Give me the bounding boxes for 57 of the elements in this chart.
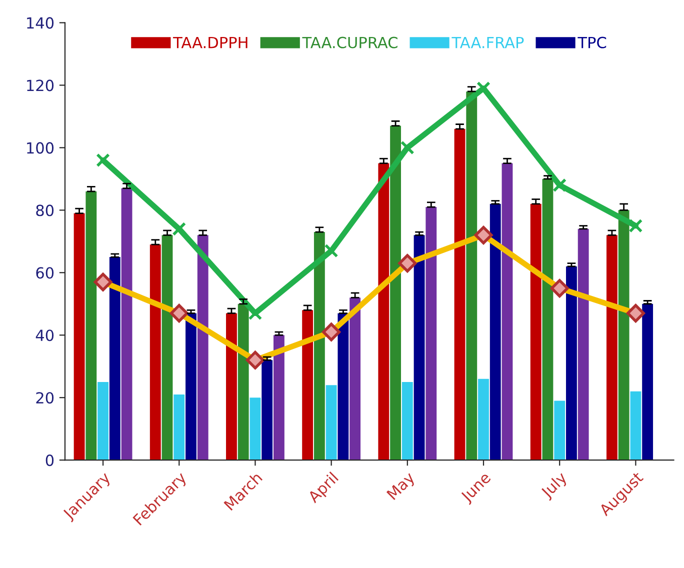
bar xyxy=(414,235,425,460)
bar xyxy=(274,335,284,460)
bar xyxy=(74,213,85,460)
y-tick-label: 0 xyxy=(46,454,54,466)
bar xyxy=(162,235,173,460)
point xyxy=(628,218,643,233)
bar xyxy=(478,378,489,460)
bar xyxy=(566,266,577,460)
point xyxy=(552,178,567,192)
legend-label: TPC xyxy=(578,36,606,48)
y-tick-label: 80 xyxy=(36,204,54,216)
bar xyxy=(542,178,554,460)
legend-label: TAA.DPPH xyxy=(173,36,248,48)
bar xyxy=(554,400,566,460)
bar xyxy=(390,126,401,460)
bar xyxy=(197,235,208,460)
bar xyxy=(502,163,513,460)
bar xyxy=(150,244,161,460)
bar xyxy=(350,298,361,460)
bar xyxy=(86,191,97,460)
bar xyxy=(530,204,542,460)
point xyxy=(324,244,338,258)
bar xyxy=(578,228,589,460)
bar xyxy=(426,207,437,460)
bar xyxy=(402,382,413,460)
legend-label: TAA.FRAP xyxy=(452,36,524,48)
bar xyxy=(454,128,466,460)
point xyxy=(400,140,414,155)
bar xyxy=(121,188,132,460)
bar xyxy=(630,391,642,460)
bar xyxy=(186,313,196,460)
y-tick-label: 20 xyxy=(36,392,54,404)
bar xyxy=(606,235,618,460)
bar xyxy=(642,304,654,460)
bar xyxy=(98,382,108,460)
bar xyxy=(109,257,120,460)
bar xyxy=(302,310,314,460)
legend-label: TAA.CUPRAC xyxy=(302,36,398,48)
bar xyxy=(326,385,337,460)
y-tick-label: 60 xyxy=(36,267,54,279)
point xyxy=(96,153,110,168)
y-tick-label: 120 xyxy=(27,80,54,92)
bar xyxy=(338,313,349,460)
y-tick-label: 40 xyxy=(36,330,54,342)
bar xyxy=(250,398,261,460)
bar xyxy=(174,394,185,460)
bar xyxy=(238,304,249,460)
bar xyxy=(490,204,501,460)
bar xyxy=(618,210,630,460)
bar xyxy=(466,91,478,460)
bar xyxy=(314,232,325,460)
bar xyxy=(226,313,237,460)
y-tick-label: 140 xyxy=(27,17,54,29)
point xyxy=(172,222,186,236)
bar xyxy=(378,163,390,460)
bar xyxy=(262,360,273,460)
y-tick-label: 100 xyxy=(27,142,54,154)
